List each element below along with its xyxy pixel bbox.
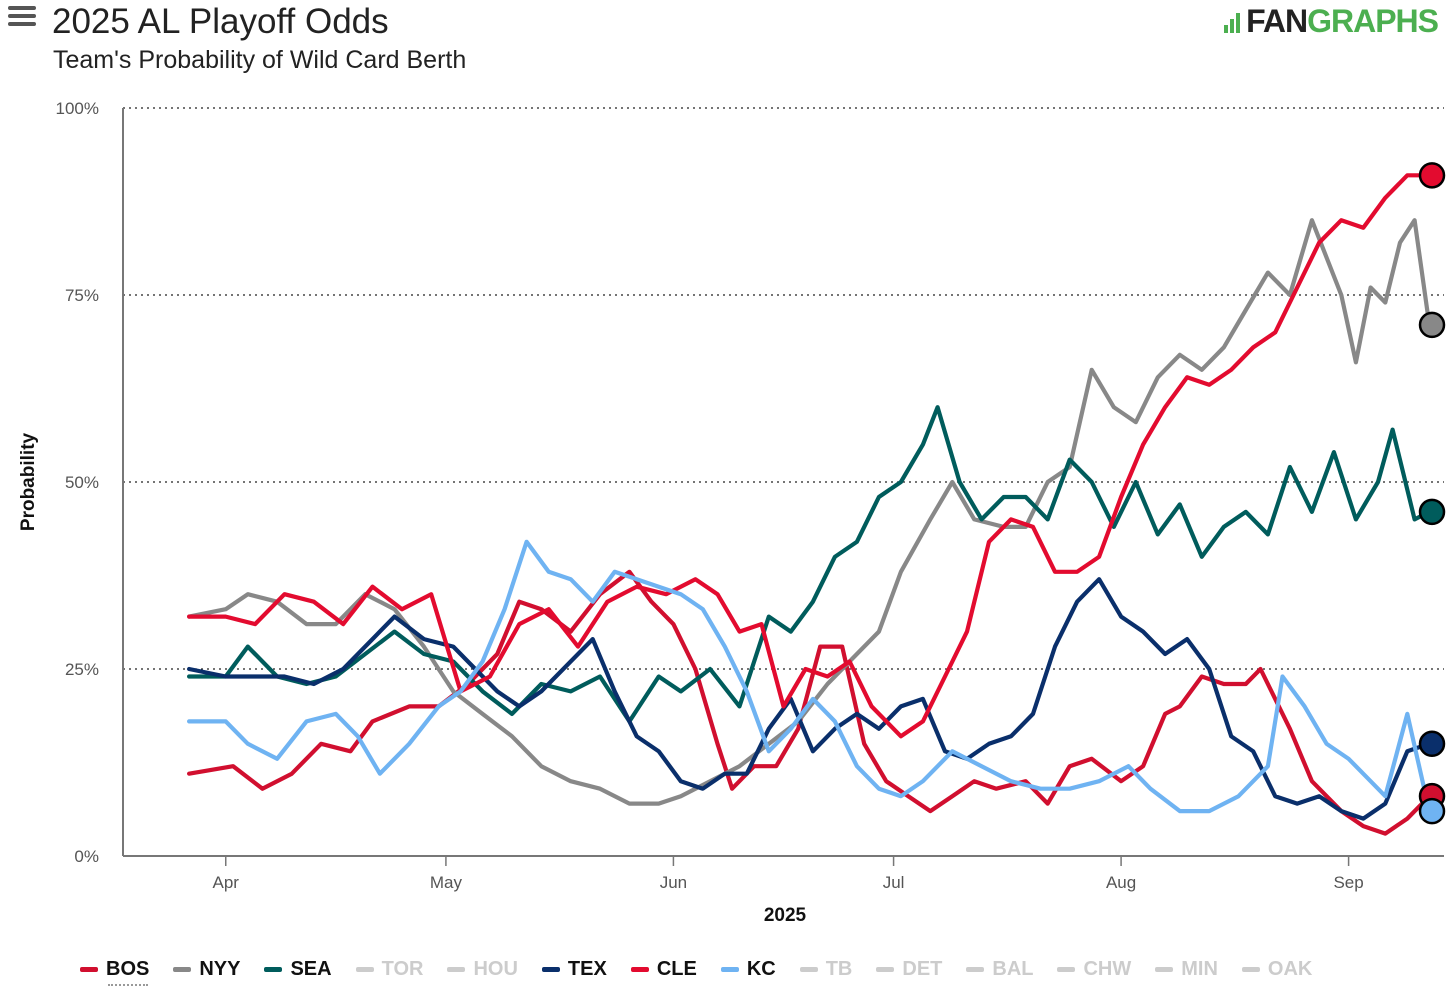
end-marker-nyy <box>1418 311 1446 339</box>
x-tick-label: Jun <box>660 873 687 892</box>
legend-label: OAK <box>1267 958 1313 980</box>
fangraphs-logo[interactable]: FAN GRAPHS <box>1224 2 1439 40</box>
chart-title: 2025 AL Playoff Odds <box>52 2 389 41</box>
series-line-kc <box>187 539 1432 814</box>
legend-item-hou[interactable]: HOU <box>447 958 518 981</box>
legend-swatch <box>173 967 192 972</box>
legend-item-tex[interactable]: TEX <box>541 958 607 981</box>
legend-item-bal[interactable]: BAL <box>966 958 1033 981</box>
legend-swatch <box>264 967 283 972</box>
legend-swatch <box>966 967 985 972</box>
legend-item-oak[interactable]: OAK <box>1241 958 1313 981</box>
series-line-cle <box>187 173 1432 739</box>
legend-label: HOU <box>473 958 518 980</box>
legend-label: KC <box>746 958 776 980</box>
y-tick-label: 0% <box>74 847 99 866</box>
axes: 0% 25% 50% 75% 100% Apr May Jun Jul Aug Sep <box>56 99 1444 892</box>
legend-item-min[interactable]: MIN <box>1155 958 1218 981</box>
legend-swatch <box>1241 967 1260 972</box>
x-tick-label: Aug <box>1106 873 1136 892</box>
legend-item-det[interactable]: DET <box>876 958 942 981</box>
legend-swatch <box>355 967 374 972</box>
legend-swatch <box>80 967 98 972</box>
y-tick-label: 100% <box>56 99 99 118</box>
chart-subtitle: Team's Probability of Wild Card Berth <box>53 46 467 74</box>
legend-item-sea[interactable]: SEA <box>264 958 332 981</box>
chart-menu-icon[interactable] <box>8 6 36 28</box>
end-marker-kc <box>1418 797 1446 825</box>
end-markers <box>1418 162 1446 825</box>
logo-fan-text: FAN <box>1246 2 1308 39</box>
chart-legend: BOS NYY SEA TOR HOU TEX CLE KC TB DET BAL CHW MIN OAK <box>80 958 1336 981</box>
series-line-tex <box>187 577 1432 821</box>
legend-label: TEX <box>567 958 607 980</box>
series-lines <box>187 173 1432 836</box>
end-marker-sea <box>1418 498 1446 526</box>
logo-graphs-text: GRAPHS <box>1307 2 1439 39</box>
legend-pagination[interactable] <box>108 984 148 990</box>
legend-label: SEA <box>290 958 332 980</box>
logo-bars-icon <box>1224 9 1241 33</box>
legend-label: CHW <box>1083 958 1132 980</box>
legend-label: MIN <box>1181 958 1218 980</box>
legend-swatch <box>1155 967 1174 972</box>
menu-bar <box>8 14 36 18</box>
legend-label: TOR <box>381 958 424 980</box>
x-tick-label: May <box>430 873 463 892</box>
legend-swatch <box>799 967 818 972</box>
legend-label: CLE <box>656 958 697 980</box>
end-marker-tex <box>1418 730 1446 758</box>
y-tick-label: 75% <box>65 286 99 305</box>
menu-bar <box>8 6 36 10</box>
legend-label: TB <box>825 958 853 980</box>
x-tick-label: Sep <box>1333 873 1363 892</box>
legend-item-bos[interactable]: BOS <box>80 958 149 981</box>
legend-swatch <box>541 967 560 972</box>
legend-swatch <box>876 967 895 972</box>
legend-label: NYY <box>199 958 241 980</box>
legend-label: BAL <box>992 958 1034 980</box>
series-line-sea <box>187 405 1432 724</box>
legend-item-kc[interactable]: KC <box>720 958 776 981</box>
legend-swatch <box>1057 967 1076 972</box>
legend-item-tb[interactable]: TB <box>799 958 853 981</box>
y-tick-label: 25% <box>65 660 99 679</box>
x-tick-label: Apr <box>213 873 240 892</box>
legend-item-cle[interactable]: CLE <box>630 958 697 981</box>
menu-bar <box>8 22 36 26</box>
legend-label: BOS <box>106 958 150 980</box>
legend-label: DET <box>902 958 943 980</box>
y-tick-label: 50% <box>65 473 99 492</box>
legend-swatch <box>720 967 739 972</box>
legend-item-nyy[interactable]: NYY <box>173 958 240 981</box>
x-tick-label: Jul <box>883 873 905 892</box>
legend-item-tor[interactable]: TOR <box>355 958 424 981</box>
legend-swatch <box>447 967 466 972</box>
series-line-nyy <box>187 218 1432 806</box>
x-axis-label: 2025 <box>764 905 807 926</box>
y-axis-label: Probability <box>18 432 39 531</box>
legend-item-chw[interactable]: CHW <box>1057 958 1131 981</box>
legend-swatch <box>630 967 649 972</box>
end-marker-cle <box>1418 162 1446 189</box>
grid-lines <box>123 107 1444 670</box>
